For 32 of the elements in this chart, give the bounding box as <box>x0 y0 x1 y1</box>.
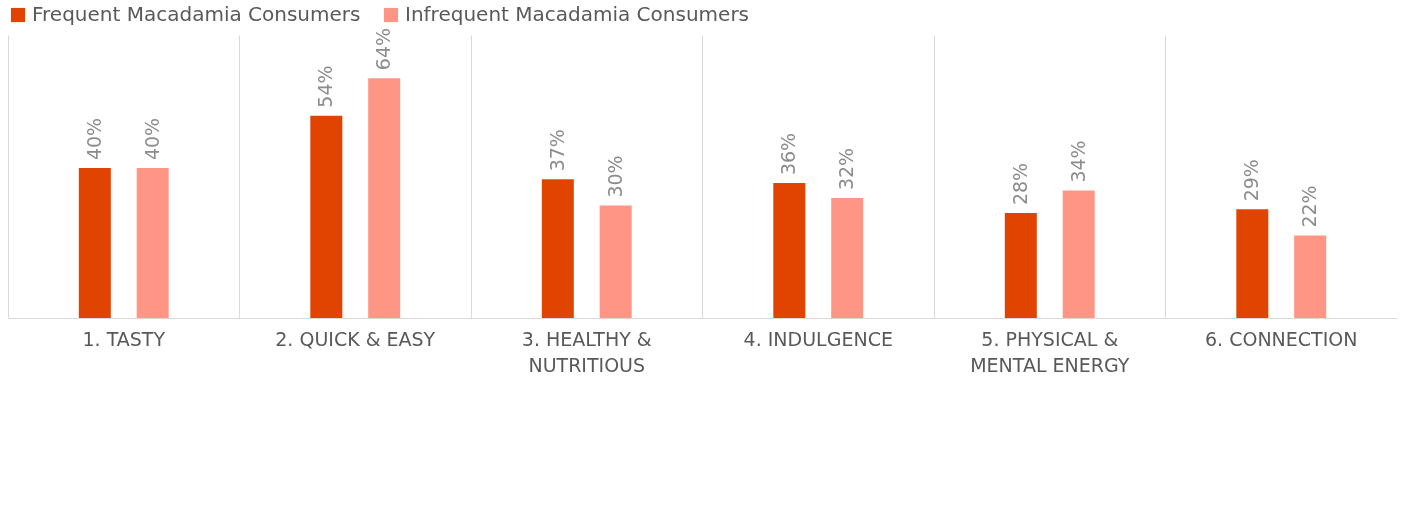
bar <box>599 205 632 318</box>
bar <box>541 179 574 318</box>
data-label: 29% <box>1240 159 1263 202</box>
data-label: 37% <box>545 129 568 172</box>
x-tick-label: 3. HEALTHY & NUTRITIOUS <box>521 327 652 376</box>
x-tick-label: 2. QUICK & EASY <box>275 327 436 350</box>
bar <box>136 168 169 318</box>
bar <box>368 78 401 318</box>
data-label: 30% <box>603 155 626 198</box>
bar <box>310 115 343 318</box>
data-label: 28% <box>1008 162 1031 206</box>
bar <box>773 183 806 318</box>
x-tick-label: 1. TASTY <box>82 327 166 350</box>
data-label: 64% <box>372 27 395 71</box>
bar <box>1294 235 1327 318</box>
data-label: 54% <box>314 65 337 108</box>
bar <box>1004 213 1037 318</box>
bar <box>831 198 864 318</box>
bar <box>1236 209 1269 318</box>
data-label: 36% <box>777 132 800 176</box>
data-label: 22% <box>1298 185 1321 228</box>
data-label: 32% <box>835 147 858 191</box>
data-label: 34% <box>1066 140 1089 183</box>
bar <box>78 168 111 318</box>
data-label: 40% <box>82 117 105 161</box>
legend-label: Frequent Macadamia Consumers <box>32 2 361 26</box>
x-tick-label: 6. CONNECTION <box>1205 327 1358 350</box>
bar <box>1062 190 1095 318</box>
legend-label: Infrequent Macadamia Consumers <box>405 2 750 26</box>
x-tick-label: 4. INDULGENCE <box>743 327 893 350</box>
x-tick-label: 5. PHYSICAL & MENTAL ENERGY <box>970 327 1130 376</box>
data-label: 40% <box>140 117 163 161</box>
